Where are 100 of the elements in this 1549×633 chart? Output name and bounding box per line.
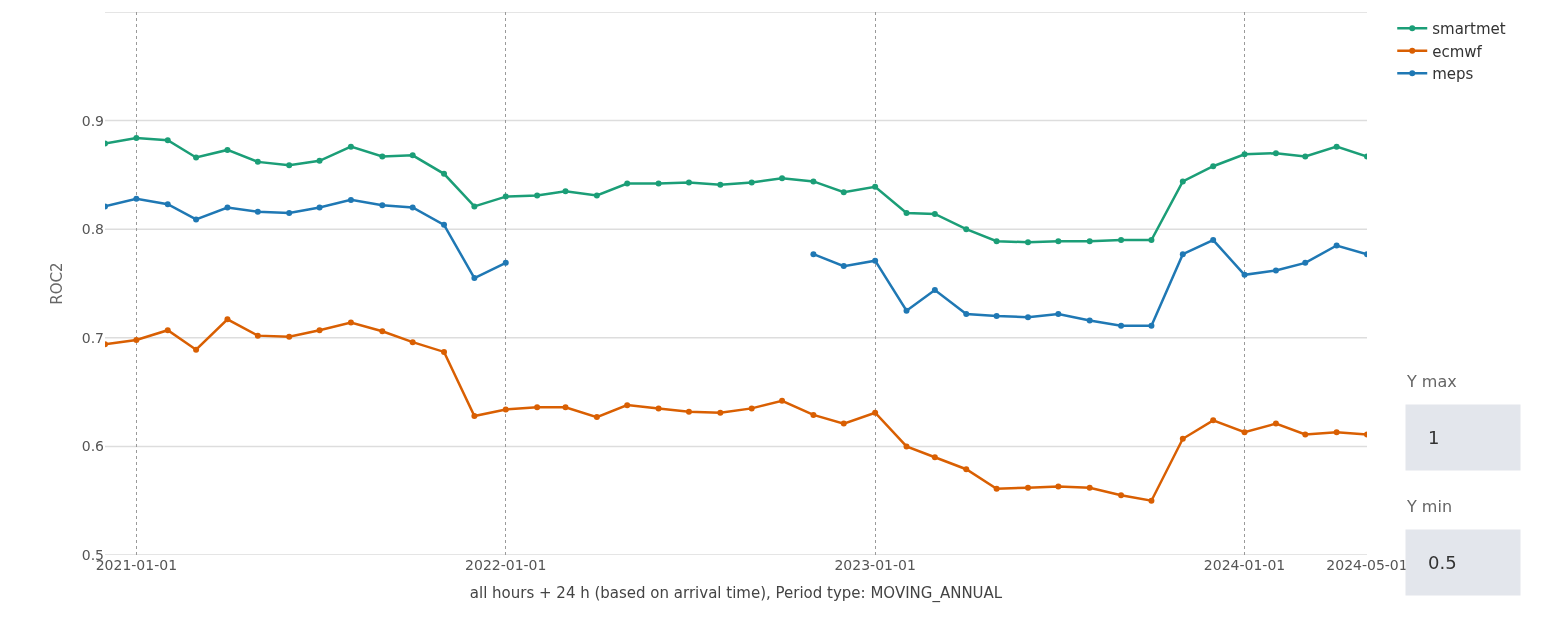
point <box>1241 429 1248 436</box>
point <box>624 402 631 409</box>
point <box>1086 317 1093 324</box>
point <box>1272 420 1279 427</box>
legend-label: smartmet <box>1432 20 1506 39</box>
x-tick-label: 2024-05-01 <box>1326 557 1408 573</box>
point <box>717 409 724 416</box>
text: 0.5 <box>1428 552 1457 573</box>
y-tick-label: 0.9 <box>81 112 104 129</box>
point <box>164 137 171 144</box>
point <box>993 313 1000 320</box>
point <box>685 179 692 186</box>
x-tick-label: 2024-01-01 <box>1203 557 1286 573</box>
point <box>624 180 631 187</box>
point <box>1148 237 1155 244</box>
text: 1 <box>1428 427 1440 448</box>
point <box>1055 483 1062 490</box>
point <box>441 348 448 355</box>
point <box>1148 322 1155 329</box>
line-series <box>105 134 1367 246</box>
point <box>810 411 817 418</box>
point <box>872 183 879 190</box>
point <box>254 208 261 215</box>
point <box>872 257 879 264</box>
point <box>224 146 231 153</box>
point <box>593 192 600 199</box>
point <box>286 162 293 169</box>
point <box>810 178 817 185</box>
point <box>1302 153 1309 160</box>
point <box>164 327 171 334</box>
point <box>254 332 261 339</box>
x-tick-label: 2023-01-01 <box>834 557 916 573</box>
legend-label: meps <box>1432 65 1474 84</box>
point <box>224 204 231 211</box>
point <box>502 193 509 200</box>
point <box>1333 143 1340 150</box>
point <box>133 336 140 343</box>
point <box>1179 251 1186 258</box>
point <box>1179 435 1186 442</box>
point <box>903 307 910 314</box>
point <box>903 443 910 450</box>
point <box>1333 429 1340 436</box>
point <box>593 414 600 421</box>
point <box>748 405 755 412</box>
point <box>963 466 970 473</box>
point <box>1210 237 1217 244</box>
point <box>471 203 478 210</box>
point <box>193 154 200 161</box>
point <box>1241 151 1248 158</box>
point <box>840 420 847 427</box>
point <box>286 209 293 216</box>
point <box>1210 163 1217 170</box>
y-tick-label: 0.6 <box>81 438 105 455</box>
point <box>1272 150 1279 157</box>
point <box>534 192 541 199</box>
text: Y min <box>1406 497 1453 516</box>
text: Y max <box>1406 372 1457 391</box>
point <box>1148 497 1155 504</box>
point <box>409 339 416 346</box>
point <box>379 202 386 209</box>
point <box>1024 314 1031 321</box>
point <box>840 189 847 196</box>
point <box>993 238 1000 245</box>
point <box>1241 271 1248 278</box>
point <box>963 226 970 233</box>
point <box>502 259 509 266</box>
point <box>1086 484 1093 491</box>
point <box>931 454 938 461</box>
point <box>779 175 786 182</box>
point <box>1118 322 1125 329</box>
x-axis-title: all hours + 24 h (based on arrival time), Period type: MOVING_ANNUAL <box>469 584 1003 603</box>
point <box>717 181 724 188</box>
point <box>534 404 541 411</box>
point <box>224 316 231 323</box>
point <box>993 485 1000 492</box>
y-tick-label: 0.8 <box>81 221 104 238</box>
point <box>810 251 817 258</box>
point <box>133 195 140 202</box>
point <box>1333 242 1340 249</box>
point <box>193 346 200 353</box>
point <box>931 287 938 294</box>
y-axis-title: ROC2 <box>47 262 66 305</box>
point <box>655 405 662 412</box>
point <box>316 204 323 211</box>
point <box>347 143 354 150</box>
point <box>441 170 448 177</box>
point <box>748 179 755 186</box>
y-tick-label: 0.7 <box>81 329 104 346</box>
point <box>316 327 323 334</box>
point <box>471 412 478 419</box>
point <box>409 152 416 159</box>
point <box>1210 417 1217 424</box>
point <box>254 158 261 165</box>
point <box>441 221 448 228</box>
point <box>685 408 692 415</box>
point <box>903 209 910 216</box>
point <box>347 196 354 203</box>
point <box>409 204 416 211</box>
point <box>562 188 569 195</box>
point <box>1118 237 1125 244</box>
